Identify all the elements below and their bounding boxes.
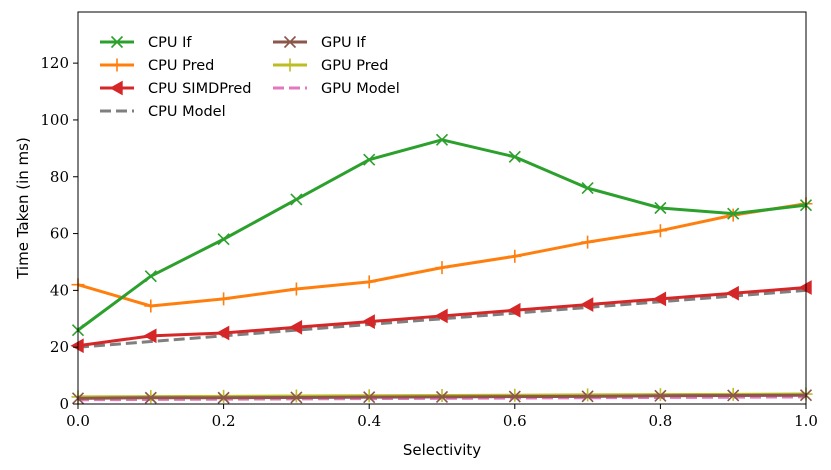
data-point-gpu-if-2 (217, 391, 230, 404)
y-tick-label: 40 (50, 281, 69, 299)
plot-frame (77, 11, 807, 405)
data-point-cpu-if-3 (290, 193, 303, 206)
series-line-cpu-pred (77, 202, 807, 308)
legend-item-cpu-if: CPU If (100, 35, 192, 51)
x-axis-label: Selectivity (403, 441, 481, 459)
data-point-cpu-if-5 (435, 133, 449, 146)
data-point-cpu-pred-5 (435, 261, 449, 275)
legend-item-gpu-pred: GPU Pred (273, 58, 388, 74)
x-tick-label: 1.0 (794, 412, 818, 430)
data-point-cpu-simdpred-1 (143, 328, 157, 344)
data-point-gpu-if-8 (654, 389, 667, 402)
x-tick-label: 0.8 (648, 412, 672, 430)
x-tick-label: 0.6 (503, 412, 527, 430)
data-point-cpu-if-7 (581, 182, 594, 195)
y-tick-label: 80 (50, 168, 69, 186)
data-point-cpu-simdpred-4 (361, 314, 375, 329)
series-cpu-if (71, 133, 813, 337)
legend-label: GPU Pred (321, 58, 388, 74)
data-point-cpu-pred-2 (217, 292, 231, 306)
y-tick-label: 120 (40, 54, 69, 72)
y-tick-label: 60 (50, 225, 69, 243)
data-point-gpu-if-9 (727, 389, 740, 402)
series-cpu-simdpred (70, 280, 812, 354)
data-point-gpu-if-6 (508, 390, 521, 403)
y-tick-label: 100 (40, 111, 69, 129)
data-point-cpu-pred-7 (581, 235, 595, 249)
series-line-cpu-model (77, 288, 807, 349)
data-point-cpu-simdpred-0 (70, 338, 84, 354)
axes-layer: 0.0 0.2 0.4 0.6 0.8 1.0 0 20 40 60 80 100 120 Selecti… (14, 11, 818, 459)
series-layer (70, 133, 813, 405)
data-point-cpu-pred-8 (653, 224, 667, 238)
x-tick-label: 0.0 (66, 412, 90, 430)
legend-marker (110, 58, 124, 72)
legend-label: GPU Model (321, 81, 400, 97)
legend-label: CPU If (148, 35, 192, 51)
data-point-gpu-if-1 (144, 391, 157, 404)
legend-label: CPU Pred (148, 58, 214, 74)
data-point-cpu-simdpred-9 (725, 285, 739, 301)
legend: CPU If CPU Pred CPU SIMDPred CPU Model GPU I… (100, 35, 400, 120)
x-tick-label: 0.4 (357, 412, 381, 430)
data-point-gpu-if-4 (363, 391, 376, 404)
series-line-gpu-model (77, 395, 807, 402)
data-point-cpu-simdpred-10 (798, 280, 812, 295)
legend-label: CPU SIMDPred (148, 81, 252, 97)
y-tick-label: 0 (59, 395, 69, 413)
legend-marker (110, 35, 124, 49)
data-point-cpu-if-4 (363, 153, 376, 166)
data-point-cpu-pred-6 (508, 249, 522, 263)
series-cpu-model (77, 288, 807, 349)
data-point-cpu-simdpred-8 (652, 291, 667, 307)
data-point-cpu-if-9 (727, 207, 740, 220)
series-gpu-model (77, 395, 807, 402)
data-point-cpu-if-1 (144, 270, 157, 283)
data-point-gpu-if-5 (435, 390, 449, 403)
legend-marker (109, 80, 123, 96)
legend-label: GPU If (321, 35, 366, 51)
data-point-cpu-if-8 (654, 201, 667, 215)
legend-marker (283, 58, 297, 72)
legend-marker (283, 35, 297, 49)
data-point-cpu-simdpred-6 (507, 302, 521, 318)
x-tick-label: 0.2 (212, 412, 236, 430)
data-point-cpu-pred-3 (289, 282, 303, 296)
data-point-cpu-simdpred-3 (288, 319, 303, 335)
legend-item-cpu-pred: CPU Pred (100, 58, 214, 74)
data-point-cpu-if-2 (217, 233, 230, 246)
legend-item-cpu-model: CPU Model (100, 104, 226, 120)
data-point-gpu-if-7 (581, 390, 594, 403)
legend-item-gpu-model: GPU Model (273, 81, 400, 97)
data-point-cpu-if-6 (508, 150, 521, 163)
legend-item-gpu-if: GPU If (273, 35, 366, 51)
legend-label: CPU Model (148, 104, 226, 120)
data-point-cpu-simdpred-2 (216, 325, 230, 341)
data-point-cpu-pred-4 (362, 275, 376, 289)
legend-item-cpu-simdpred: CPU SIMDPred (100, 80, 252, 97)
y-axis-label: Time Taken (in ms) (14, 137, 32, 280)
y-tick-label: 20 (50, 338, 69, 356)
data-point-cpu-simdpred-7 (580, 297, 594, 312)
data-point-cpu-pred-1 (144, 299, 158, 313)
data-point-gpu-if-3 (290, 391, 303, 404)
data-point-cpu-simdpred-5 (434, 308, 448, 324)
